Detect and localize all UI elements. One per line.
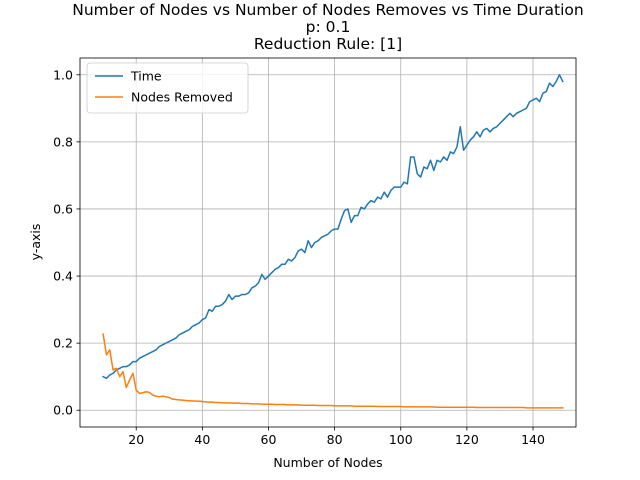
chart-subtitle: p: 0.1	[306, 18, 351, 36]
axes: 20 40 60 80 100 120 140 0.0 0.2 0.4 0.6 0.8 1.0	[53, 57, 577, 447]
x-tick-label: 20	[128, 432, 144, 447]
x-tick-label: 120	[455, 432, 479, 447]
x-axis-label: Number of Nodes	[273, 455, 382, 470]
x-tick-label: 40	[194, 432, 210, 447]
grid	[80, 58, 576, 427]
chart-subtitle-2: Reduction Rule: [1]	[254, 35, 402, 53]
x-tick-label: 140	[521, 432, 545, 447]
series-line-time	[102, 74, 564, 380]
legend-label-nodes-removed: Nodes Removed	[131, 90, 233, 105]
y-tick-label: 0.0	[53, 403, 73, 418]
y-tick-label: 0.2	[53, 336, 73, 351]
legend-frame	[86, 62, 249, 114]
legend: Time Nodes Removed	[86, 62, 249, 114]
series-line-nodes-removed	[102, 333, 564, 409]
chart-title: Number of Nodes vs Number of Nodes Remov…	[72, 1, 583, 19]
legend-label-time: Time	[130, 69, 162, 84]
x-tick-label: 80	[327, 432, 343, 447]
y-tick-label: 1.0	[53, 67, 73, 82]
plot-frame	[79, 57, 577, 428]
y-tick-label: 0.4	[53, 269, 73, 284]
x-tick-label: 60	[261, 432, 277, 447]
y-tick-label: 0.8	[53, 134, 73, 149]
y-tick-label: 0.6	[53, 201, 73, 216]
series-layer	[102, 74, 564, 409]
y-axis-label: y-axis	[28, 224, 43, 261]
x-tick-label: 100	[389, 432, 413, 447]
